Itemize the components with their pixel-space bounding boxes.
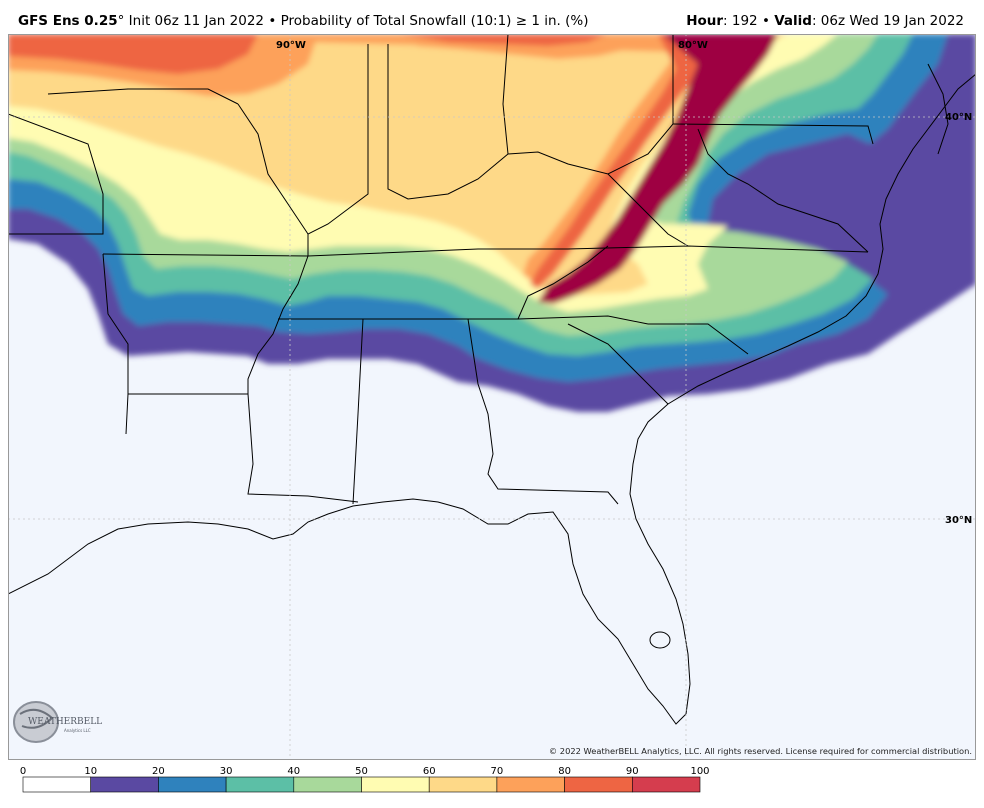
legend-tick-labels: 0 10 20 30 40 50 60 70 80 90 100 bbox=[20, 766, 710, 777]
legend-tick-70: 70 bbox=[491, 766, 504, 777]
hour-label: Hour bbox=[686, 13, 724, 29]
lake-okeechobee bbox=[649, 631, 671, 649]
valid-value: : 06z Wed 19 Jan 2022 bbox=[811, 13, 964, 29]
state-line-15 bbox=[607, 173, 689, 247]
graticule bbox=[8, 34, 976, 760]
legend-tick-30: 30 bbox=[220, 766, 233, 777]
state-line-4 bbox=[102, 253, 129, 435]
state-line-17 bbox=[502, 34, 509, 155]
legend-tick-80: 80 bbox=[558, 766, 571, 777]
band-90-100 bbox=[538, 34, 778, 304]
legend-tick-0: 0 bbox=[20, 766, 26, 777]
degree-symbol: ° bbox=[117, 13, 125, 29]
product-title: Probability of Total Snowfall (10:1) ≥ 1… bbox=[280, 13, 589, 29]
state-line-1 bbox=[8, 113, 104, 235]
legend-swatch-40 bbox=[293, 776, 362, 793]
band-80-90 bbox=[8, 34, 728, 289]
legend-swatch-60 bbox=[428, 776, 498, 793]
state-line-20 bbox=[927, 63, 949, 155]
state-line-19 bbox=[47, 88, 239, 105]
init-time: Init 06z 11 Jan 2022 bbox=[128, 13, 265, 29]
probability-bands bbox=[8, 34, 976, 412]
state-line-16 bbox=[697, 128, 869, 253]
valid-label: Valid bbox=[774, 13, 812, 29]
state-line-3 bbox=[128, 393, 359, 503]
legend-tick-50: 50 bbox=[355, 766, 368, 777]
legend-tick-20: 20 bbox=[152, 766, 165, 777]
legend-tick-10: 10 bbox=[84, 766, 97, 777]
state-line-8 bbox=[352, 318, 364, 505]
legend-swatch-10 bbox=[90, 776, 159, 793]
legend-swatch-0 bbox=[22, 776, 91, 793]
legend-swatch-80 bbox=[564, 776, 633, 793]
legend-swatch-70 bbox=[496, 776, 565, 793]
lon-label-90w: 90°W bbox=[276, 40, 306, 51]
state-line-10 bbox=[567, 323, 669, 405]
state-line-2 bbox=[102, 44, 369, 257]
state-line-13 bbox=[387, 34, 674, 200]
snowfall-probability-map: 90°W 80°W 40°N 30°N WEATHERBELL Analytic… bbox=[8, 34, 976, 760]
model-name: GFS Ens 0.25 bbox=[18, 13, 118, 29]
legend-swatches bbox=[22, 776, 701, 793]
legend-swatch-90 bbox=[631, 776, 701, 793]
hour-value: : 192 bbox=[723, 13, 758, 29]
lat-label-30n: 30°N bbox=[945, 515, 972, 526]
lat-label-40n: 40°N bbox=[945, 112, 972, 123]
state-line-7 bbox=[278, 315, 649, 325]
legend-tick-60: 60 bbox=[423, 766, 436, 777]
state-line-6 bbox=[307, 245, 869, 257]
logo-subtext: Analytics LLC bbox=[64, 728, 91, 733]
bullet-separator: • bbox=[268, 13, 277, 29]
borders bbox=[8, 34, 976, 725]
copyright-notice: © 2022 WeatherBELL Analytics, LLC. All r… bbox=[549, 746, 972, 756]
state-line-9 bbox=[467, 318, 619, 505]
colorbar-legend: 0 10 20 30 40 50 60 70 80 90 100 bbox=[20, 766, 710, 793]
header-left: GFS Ens 0.25° Init 06z 11 Jan 2022 • Pro… bbox=[18, 13, 588, 29]
logo-text: WEATHERBELL bbox=[28, 717, 102, 727]
map-header: GFS Ens 0.25° Init 06z 11 Jan 2022 • Pro… bbox=[0, 0, 984, 34]
bullet-separator-2: • bbox=[761, 13, 770, 29]
legend-tick-100: 100 bbox=[690, 766, 709, 777]
header-right: Hour: 192 • Valid: 06z Wed 19 Jan 2022 bbox=[686, 13, 964, 29]
band-60-70 bbox=[8, 34, 788, 296]
state-line-12 bbox=[517, 245, 609, 320]
lon-label-80w: 80°W bbox=[678, 40, 708, 51]
legend-swatch-30 bbox=[225, 776, 295, 793]
state-line-5 bbox=[247, 255, 309, 394]
legend-swatch-20 bbox=[158, 776, 227, 793]
legend-swatch-50 bbox=[361, 776, 430, 793]
state-line-11 bbox=[648, 323, 749, 355]
state-line-14 bbox=[672, 123, 874, 145]
legend-tick-90: 90 bbox=[626, 766, 639, 777]
legend-tick-40: 40 bbox=[287, 766, 300, 777]
state-line-18 bbox=[237, 103, 309, 235]
coastline-gulf bbox=[8, 73, 976, 725]
weatherbell-logo: WEATHERBELL Analytics LLC bbox=[13, 701, 102, 743]
